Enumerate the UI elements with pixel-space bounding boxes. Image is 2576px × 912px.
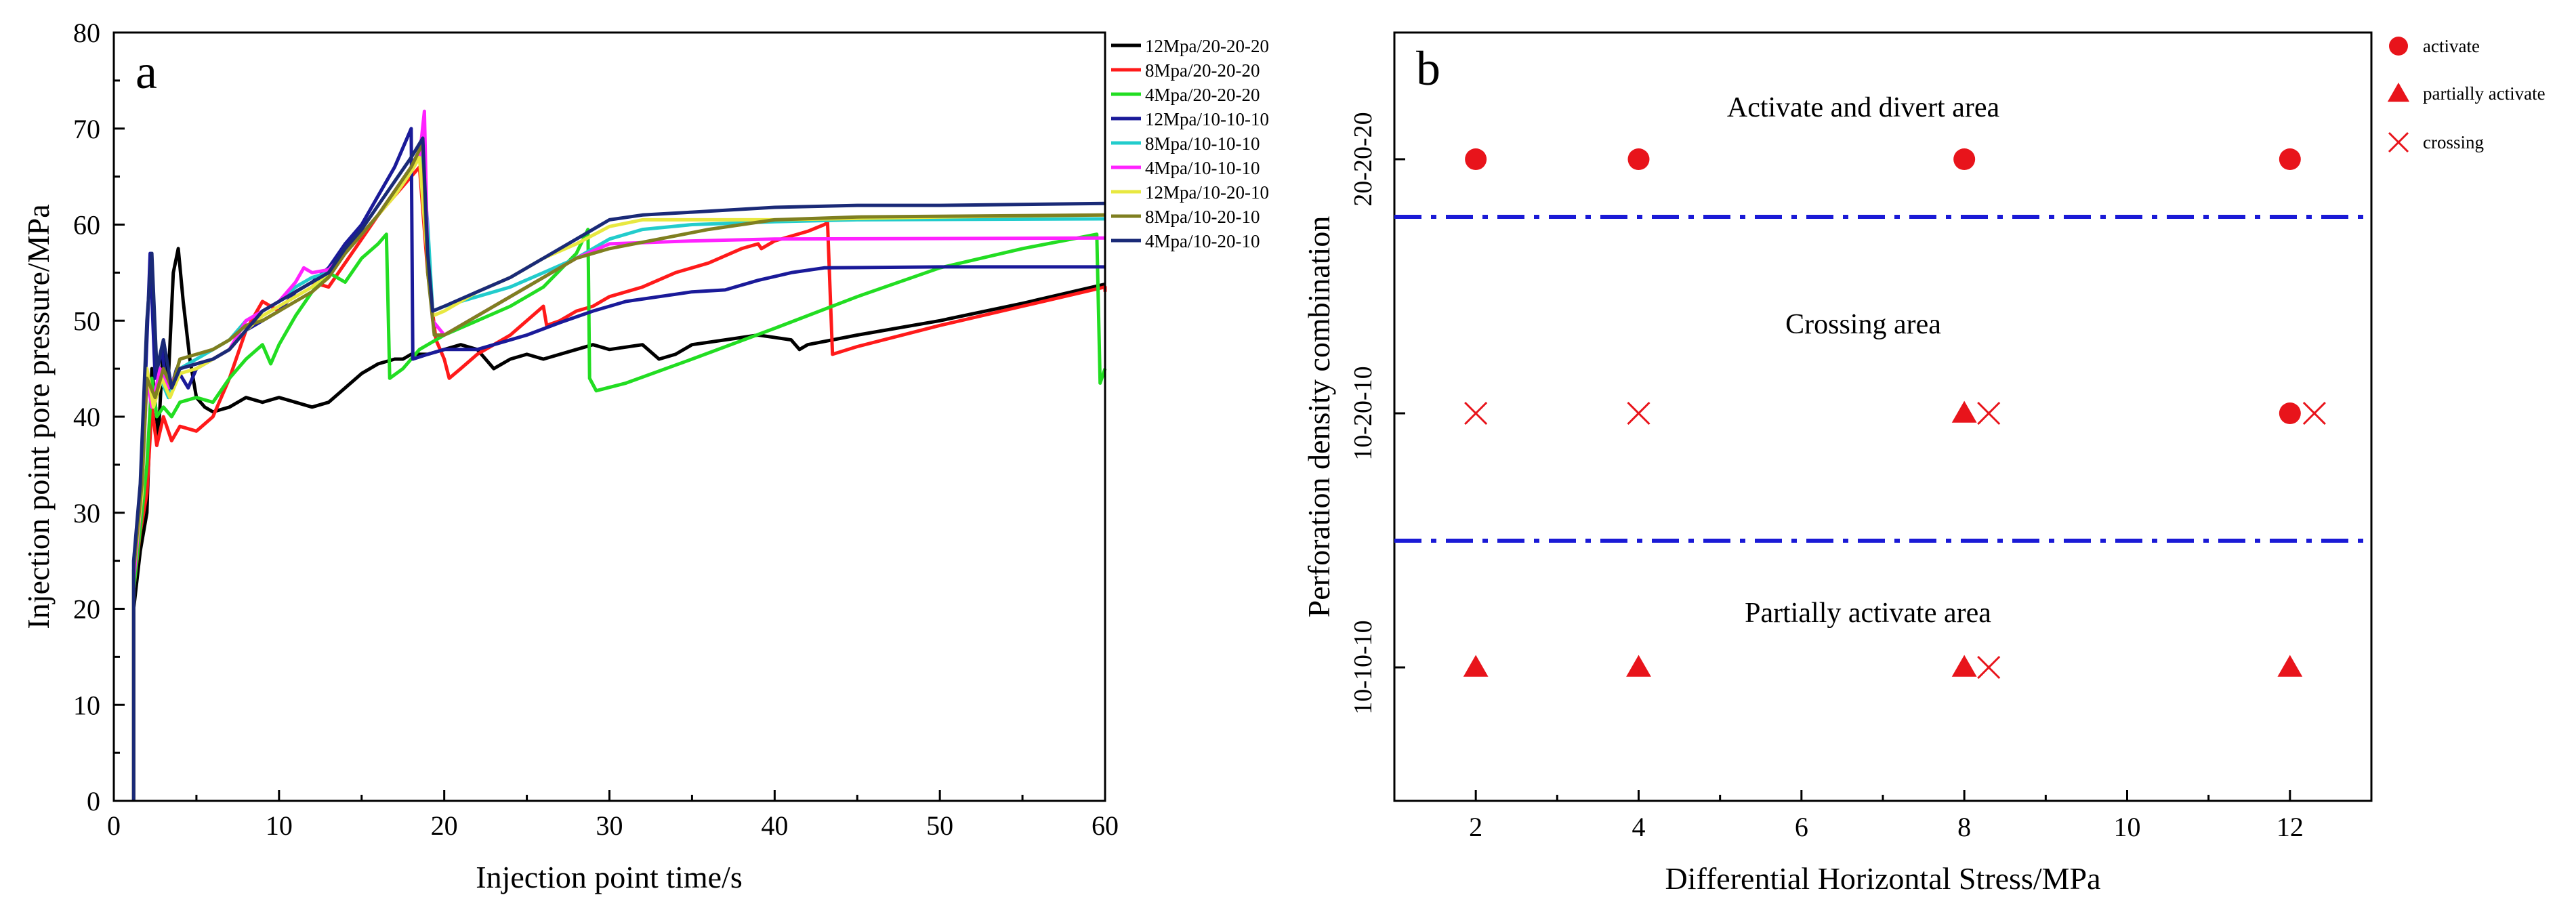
panel-a-x-tick-label: 0 (107, 810, 121, 841)
panel-a-series-line-7 (131, 155, 1106, 801)
panel-b-legend: activate partially activate crossing (2387, 36, 2546, 153)
panel-a-series-line-8 (131, 141, 1106, 801)
panel-a-plot-frame (112, 31, 1106, 802)
panel-b-divider-lines (1394, 215, 2371, 543)
panel-a-x-tick-label: 40 (761, 810, 788, 841)
panel-b-legend-entry: crossing (2423, 132, 2484, 152)
panel-a-legend-entry: 8Mpa/10-20-10 (1145, 207, 1260, 227)
panel-b-point-triangle (1951, 400, 1977, 423)
panel-b-y-ticks: 10-10-10 10-20-10 20-20-20 (1349, 112, 1405, 715)
panel-b-legend-entry: partially activate (2423, 83, 2546, 104)
panel-a-y-tick-label: 30 (73, 498, 100, 528)
panel-a-x-axis-title: Injection point time/s (476, 860, 743, 894)
panel-b-legend-marker-x (2388, 131, 2409, 153)
panel-b-y-axis-title: Perforation density combination (1302, 216, 1336, 618)
panel-a-series-group (131, 109, 1107, 801)
panel-b-legend-marker-triangle (2387, 82, 2410, 102)
panel-b-x-tick-label: 10 (2114, 812, 2141, 842)
panel-a-y-tick-label: 80 (73, 18, 100, 48)
panel-b-x-tick-label: 6 (1795, 812, 1808, 842)
panel-a-legend-entry: 4Mpa/10-20-10 (1145, 231, 1260, 251)
panel-a-legend-entry: 12Mpa/20-20-20 (1145, 36, 1269, 56)
panel-b-x-tick-label: 2 (1469, 812, 1482, 842)
panel-b-y-tick-label: 10-10-10 (1349, 620, 1377, 714)
panel-a-legend-entry: 4Mpa/20-20-20 (1145, 85, 1260, 105)
panel-b-point-x (1627, 401, 1650, 426)
panel-b-area-label-bottom: Partially activate area (1745, 598, 1991, 629)
panel-b-point-x (1464, 401, 1488, 426)
panel-b-points (1463, 148, 2326, 680)
panel-b-point-triangle (2277, 655, 2303, 677)
panel-a-series-line-4 (131, 127, 1105, 801)
panel-b-point-circle (1627, 148, 1650, 170)
panel-a-y-tick-label: 0 (87, 786, 100, 816)
panel-b-y-tick-label: 20-20-20 (1349, 112, 1377, 206)
panel-b-area-label-top: Activate and divert area (1727, 92, 2000, 123)
panel-b-point-circle (1465, 148, 1487, 170)
panel-b-point-circle (2279, 148, 2301, 170)
panel-b-y-tick-label: 10-20-10 (1349, 366, 1377, 460)
panel-a-legend-entry: 4Mpa/10-10-10 (1145, 158, 1260, 178)
panel-a-y-tick-label: 50 (73, 306, 100, 336)
panel-b-x-ticks: 2 4 6 8 10 12 (1393, 790, 2373, 842)
panel-a-x-tick-label: 50 (926, 810, 953, 841)
panel-a-x-ticks: 0 10 20 30 40 50 60 (107, 790, 1119, 841)
panel-b-label: b (1416, 41, 1440, 96)
panel-a-x-tick-label: 30 (596, 810, 623, 841)
panel-a-legend: 12Mpa/20-20-20 8Mpa/20-20-20 4Mpa/20-20-20… (1111, 36, 1269, 251)
panel-b-scatter-chart: 2 4 6 8 10 12 10-10-10 10-20-10 20-20-20 b Acti… (1302, 31, 2546, 896)
panel-b-x-tick-label: 12 (2277, 812, 2304, 842)
panel-b-point-x (1977, 655, 2001, 680)
panel-b-point-triangle (1626, 655, 1651, 677)
panel-a-y-tick-label: 10 (73, 690, 100, 720)
panel-b-plot-frame (1393, 31, 2373, 802)
panel-a-series-line-9 (131, 136, 1106, 801)
panel-a-legend-entry: 8Mpa/10-10-10 (1145, 133, 1260, 154)
panel-a-y-ticks: 0 10 20 30 40 50 60 70 80 (73, 18, 125, 816)
panel-b-point-circle (1953, 148, 1976, 170)
panel-a-x-tick-label: 60 (1092, 810, 1119, 841)
panel-a-line-chart: 0 10 20 30 40 50 60 0 10 20 30 40 50 60 70 80 a Inject… (21, 18, 1269, 894)
panel-b-legend-entry: activate (2423, 36, 2480, 56)
panel-b-point-triangle (1463, 655, 1489, 677)
panel-a-x-tick-label: 20 (431, 810, 458, 841)
panel-a-legend-entry: 12Mpa/10-20-10 (1145, 182, 1269, 203)
panel-b-legend-marker-circle (2389, 37, 2408, 56)
panel-a-y-tick-label: 70 (73, 114, 100, 144)
panel-a-y-tick-label: 60 (73, 210, 100, 241)
panel-b-point-circle (2279, 402, 2301, 424)
panel-b-point-triangle (1951, 655, 1977, 677)
panel-b-x-tick-label: 8 (1957, 812, 1971, 842)
panel-a-legend-entry: 8Mpa/20-20-20 (1145, 60, 1260, 81)
panel-a-series-line-3 (131, 228, 1107, 801)
panel-b-x-axis-title: Differential Horizontal Stress/MPa (1665, 861, 2100, 896)
panel-b-x-tick-label: 4 (1632, 812, 1646, 842)
panel-a-label: a (136, 45, 157, 99)
panel-b-area-label-middle: Crossing area (1785, 309, 1941, 340)
panel-a-y-tick-label: 20 (73, 594, 100, 625)
panel-b-point-x (2302, 401, 2326, 426)
panel-a-series-line-2 (131, 165, 1107, 801)
panel-a-y-tick-label: 40 (73, 402, 100, 432)
panel-a-legend-entry: 12Mpa/10-10-10 (1145, 109, 1269, 129)
panel-b-point-x (1977, 401, 2001, 426)
panel-a-y-axis-title: Injection point pore pressure/MPa (21, 204, 56, 629)
panel-a-x-tick-label: 10 (266, 810, 293, 841)
panel-a-series-line-1 (131, 247, 1106, 801)
